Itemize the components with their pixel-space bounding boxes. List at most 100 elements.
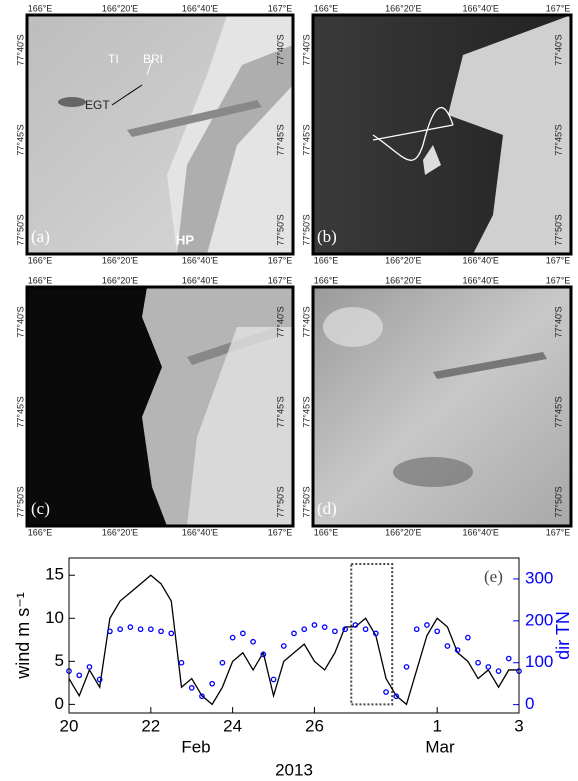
- dir-point: [332, 628, 338, 635]
- dir-point: [229, 634, 236, 641]
- lon-label: 167°E: [268, 255, 293, 265]
- lon-label: 166°40'E: [462, 255, 498, 265]
- dir-point: [291, 630, 297, 637]
- x-tick-label: 3: [514, 716, 523, 735]
- lon-label: 166°40'E: [462, 3, 498, 13]
- lon-label: 166°20'E: [385, 255, 421, 265]
- lon-label: 166°E: [314, 3, 339, 13]
- y2-tick-label: 200: [525, 610, 553, 629]
- wind-line: [68, 574, 519, 706]
- lon-label: 166°E: [28, 527, 53, 537]
- lon-label: 166°E: [314, 527, 339, 537]
- map-annotation: EGT: [85, 98, 110, 112]
- dir-point: [475, 659, 481, 666]
- dir-point: [424, 622, 430, 628]
- plot-frame: [68, 557, 520, 714]
- lat-label: 77°45'S: [301, 396, 311, 427]
- dir-point: [495, 668, 502, 674]
- panel-label: (a): [31, 227, 50, 246]
- dir-point: [240, 630, 246, 637]
- dir-point: [413, 626, 420, 633]
- dir-point: [127, 624, 134, 630]
- x-sublabel: Feb: [181, 737, 210, 756]
- lon-label: 167°E: [546, 3, 571, 13]
- lon-label: 166°20'E: [385, 275, 421, 285]
- x-axis-label: 2013: [275, 760, 313, 779]
- y-tick-label: 10: [45, 608, 64, 627]
- lon-label: 167°E: [268, 3, 293, 13]
- lat-label: 77°45'S: [301, 124, 311, 155]
- map-panel-d: [311, 285, 573, 528]
- dir-point: [209, 680, 216, 687]
- map-annotation: TI: [108, 52, 119, 66]
- dir-point: [107, 628, 113, 635]
- lon-label: 167°E: [268, 275, 293, 285]
- lon-label: 166°E: [28, 255, 53, 265]
- lat-label: 77°45'S: [275, 124, 285, 155]
- map-panel-b: [311, 13, 573, 256]
- dir-point: [434, 628, 441, 635]
- dir-point: [188, 685, 195, 691]
- dir-point: [301, 626, 308, 633]
- dir-point: [260, 651, 267, 658]
- dir-point: [465, 634, 471, 641]
- lat-label: 77°50'S: [301, 214, 311, 245]
- dir-point: [311, 622, 318, 628]
- highlight-box: [350, 563, 394, 706]
- x-tick-label: 1: [432, 716, 441, 735]
- dir-point: [219, 659, 226, 666]
- lat-label: 77°45'S: [553, 396, 563, 427]
- y2-tick-label: 100: [525, 652, 553, 671]
- dir-point: [96, 676, 103, 683]
- dir-point: [454, 647, 461, 654]
- lat-label: 77°40'S: [553, 34, 563, 65]
- lon-label: 166°20'E: [102, 3, 138, 13]
- dir-point: [270, 676, 277, 683]
- panel-label: (e): [484, 567, 503, 586]
- lon-label: 166°20'E: [102, 255, 138, 265]
- lon-label: 166°20'E: [102, 275, 138, 285]
- lat-label: 77°50'S: [15, 214, 25, 245]
- dir-point: [76, 672, 83, 679]
- map-panel-a: [25, 13, 295, 256]
- map-annotation: BRI: [143, 52, 163, 66]
- lat-label: 77°50'S: [275, 214, 285, 245]
- lat-label: 77°40'S: [15, 34, 25, 65]
- lat-label: 77°50'S: [15, 486, 25, 517]
- lon-label: 166°E: [314, 275, 339, 285]
- lon-label: 166°40'E: [182, 527, 218, 537]
- dir-point: [505, 655, 512, 662]
- map-annotation: HP: [176, 232, 194, 247]
- dir-point: [393, 693, 400, 700]
- lon-label: 166°20'E: [385, 3, 421, 13]
- lat-label: 77°50'S: [301, 486, 311, 517]
- lon-label: 166°40'E: [462, 275, 498, 285]
- dir-point: [321, 624, 328, 630]
- dir-point: [372, 630, 379, 637]
- y-tick-label: 15: [45, 565, 64, 584]
- dir-point: [383, 689, 389, 695]
- lat-label: 77°50'S: [553, 486, 563, 517]
- dir-point: [342, 626, 348, 633]
- lon-label: 166°20'E: [102, 527, 138, 537]
- x-tick-label: 24: [223, 716, 242, 735]
- panel-label: (d): [317, 499, 337, 518]
- dir-point: [199, 693, 205, 700]
- lat-label: 77°40'S: [275, 306, 285, 337]
- lon-label: 166°20'E: [385, 527, 421, 537]
- lat-label: 77°45'S: [15, 396, 25, 427]
- lat-label: 77°40'S: [275, 34, 285, 65]
- dir-point: [158, 628, 164, 635]
- lon-label: 166°40'E: [182, 255, 218, 265]
- dir-point: [86, 664, 93, 670]
- lat-label: 77°45'S: [15, 124, 25, 155]
- map-panel-c: [25, 285, 295, 528]
- panel-label: (b): [317, 227, 337, 246]
- lon-label: 166°40'E: [182, 3, 218, 13]
- dir-point: [137, 626, 144, 633]
- dir-point: [168, 630, 175, 637]
- dir-point: [147, 626, 154, 633]
- lon-label: 166°E: [28, 3, 53, 13]
- y-axis-label: wind m s⁻¹: [13, 592, 33, 680]
